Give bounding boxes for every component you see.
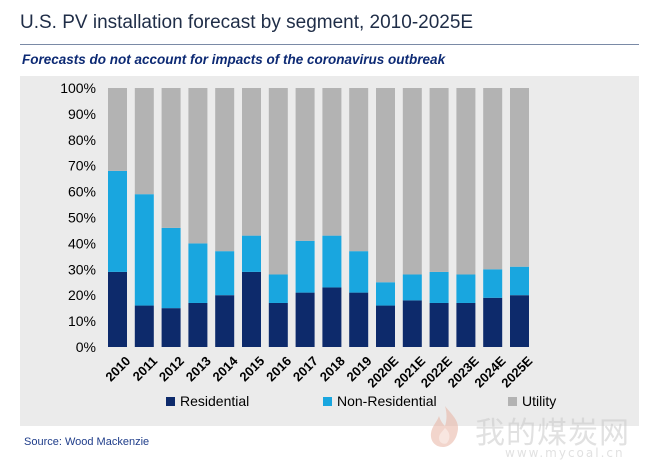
bar-residential-2024e [483,297,503,347]
legend-swatch [508,397,517,406]
y-tick-label: 20% [68,287,96,303]
bar-residential-2022e [429,302,449,347]
x-tick-label: 2012 [156,353,187,384]
y-tick-label: 90% [68,106,96,122]
bar-non-residential-2021e [402,274,422,301]
y-tick-label: 50% [68,210,96,226]
bar-utility-2019 [349,88,369,252]
bar-utility-2013 [188,88,208,244]
legend-swatch [323,397,332,406]
bar-non-residential-2018 [322,235,342,288]
bar-non-residential-2020e [376,282,395,306]
flame-logo-icon [430,406,459,447]
chart-panel: 0% 10% 20% 30% 40% 50% 60% 70% 80% 90% 100% 2010 20… [20,76,639,426]
legend-swatch [166,397,175,406]
bar-utility-2018 [322,88,342,236]
stacked-bar-chart: 0%10%20%30%40%50%60%70%80%90%100% 201020… [60,80,556,409]
y-tick-label: 30% [68,261,96,277]
watermark-text: 我的煤炭网 [475,416,630,451]
bar-utility-2021e [402,88,422,275]
bar-residential-2018 [322,287,342,347]
x-tick-label: 2015 [236,353,267,384]
y-axis: 0% 10% 20% 30% 40% 50% 60% 70% 80% 90% 100% [60,80,96,355]
bar-utility-2014 [215,88,235,252]
x-tick-label: 2011 [130,353,161,384]
legend-label: Residential [180,393,249,409]
bars [108,88,529,347]
bar-residential-2017 [295,292,315,347]
bar-residential-2013 [188,302,208,347]
bar-residential-2010 [108,271,127,347]
bar-utility-2022e [429,88,449,272]
bar-utility-2023e [456,88,476,275]
bar-non-residential-2013 [188,243,208,303]
bar-non-residential-2025e [510,266,529,296]
y-tick-label: 10% [68,313,96,329]
chart-title: U.S. PV installation forecast by segment… [20,12,474,33]
bar-residential-2012 [161,308,181,347]
y-tick-label: 0% [76,339,96,355]
bar-non-residential-2019 [349,251,369,293]
bar-residential-2025e [510,295,529,347]
x-tick-label: 2018 [317,353,348,384]
bar-utility-2020e [376,88,395,283]
x-tick-label: 2025E [498,353,535,390]
bar-non-residential-2011 [134,194,154,306]
chart-subtitle: Forecasts do not account for impacts of … [22,52,446,67]
source-note: Source: Wood Mackenzie [24,436,150,448]
bar-utility-2012 [161,88,181,228]
bar-residential-2020e [376,305,395,347]
legend-label: Non-Residential [337,393,437,409]
legend: Residential Non-Residential Utility [166,393,556,409]
x-tick-label: 2014 [210,353,242,385]
y-tick-label: 40% [68,235,96,251]
bar-residential-2015 [242,271,261,347]
x-tick-label: 2013 [183,353,214,384]
x-tick-label: 2017 [290,353,321,384]
bar-non-residential-2012 [161,227,181,309]
bar-residential-2014 [215,295,235,347]
x-tick-label: 2010 [102,353,133,384]
bar-residential-2016 [268,302,288,347]
bar-utility-2024e [483,88,503,270]
bar-utility-2016 [268,88,288,275]
bar-residential-2021e [402,300,422,347]
bar-non-residential-2014 [215,251,235,296]
bar-residential-2019 [349,292,369,347]
bar-non-residential-2016 [268,274,288,303]
bar-non-residential-2024e [483,269,503,298]
x-axis: 2010201120122013201420152016201720182019… [102,353,535,391]
x-tick-label: 2016 [263,353,294,384]
bar-non-residential-2022e [429,271,449,303]
y-tick-label: 80% [68,132,96,148]
bar-residential-2023e [456,302,476,347]
bar-utility-2011 [134,88,154,195]
bar-utility-2010 [108,88,127,171]
bar-non-residential-2015 [242,235,261,272]
y-tick-label: 100% [60,80,96,96]
y-tick-label: 60% [68,184,96,200]
y-tick-label: 70% [68,158,96,174]
legend-label: Utility [522,393,556,409]
bar-utility-2025e [510,88,529,267]
title-divider [20,44,639,45]
bar-utility-2017 [295,88,315,241]
bar-utility-2015 [242,88,261,236]
bar-non-residential-2017 [295,240,315,293]
bar-non-residential-2023e [456,274,476,303]
bar-residential-2011 [134,305,154,347]
bar-non-residential-2010 [108,170,127,272]
watermark-url: www.mycoal.cn [505,446,625,460]
watermark: 我的煤炭网 www.mycoal.cn [425,398,655,468]
